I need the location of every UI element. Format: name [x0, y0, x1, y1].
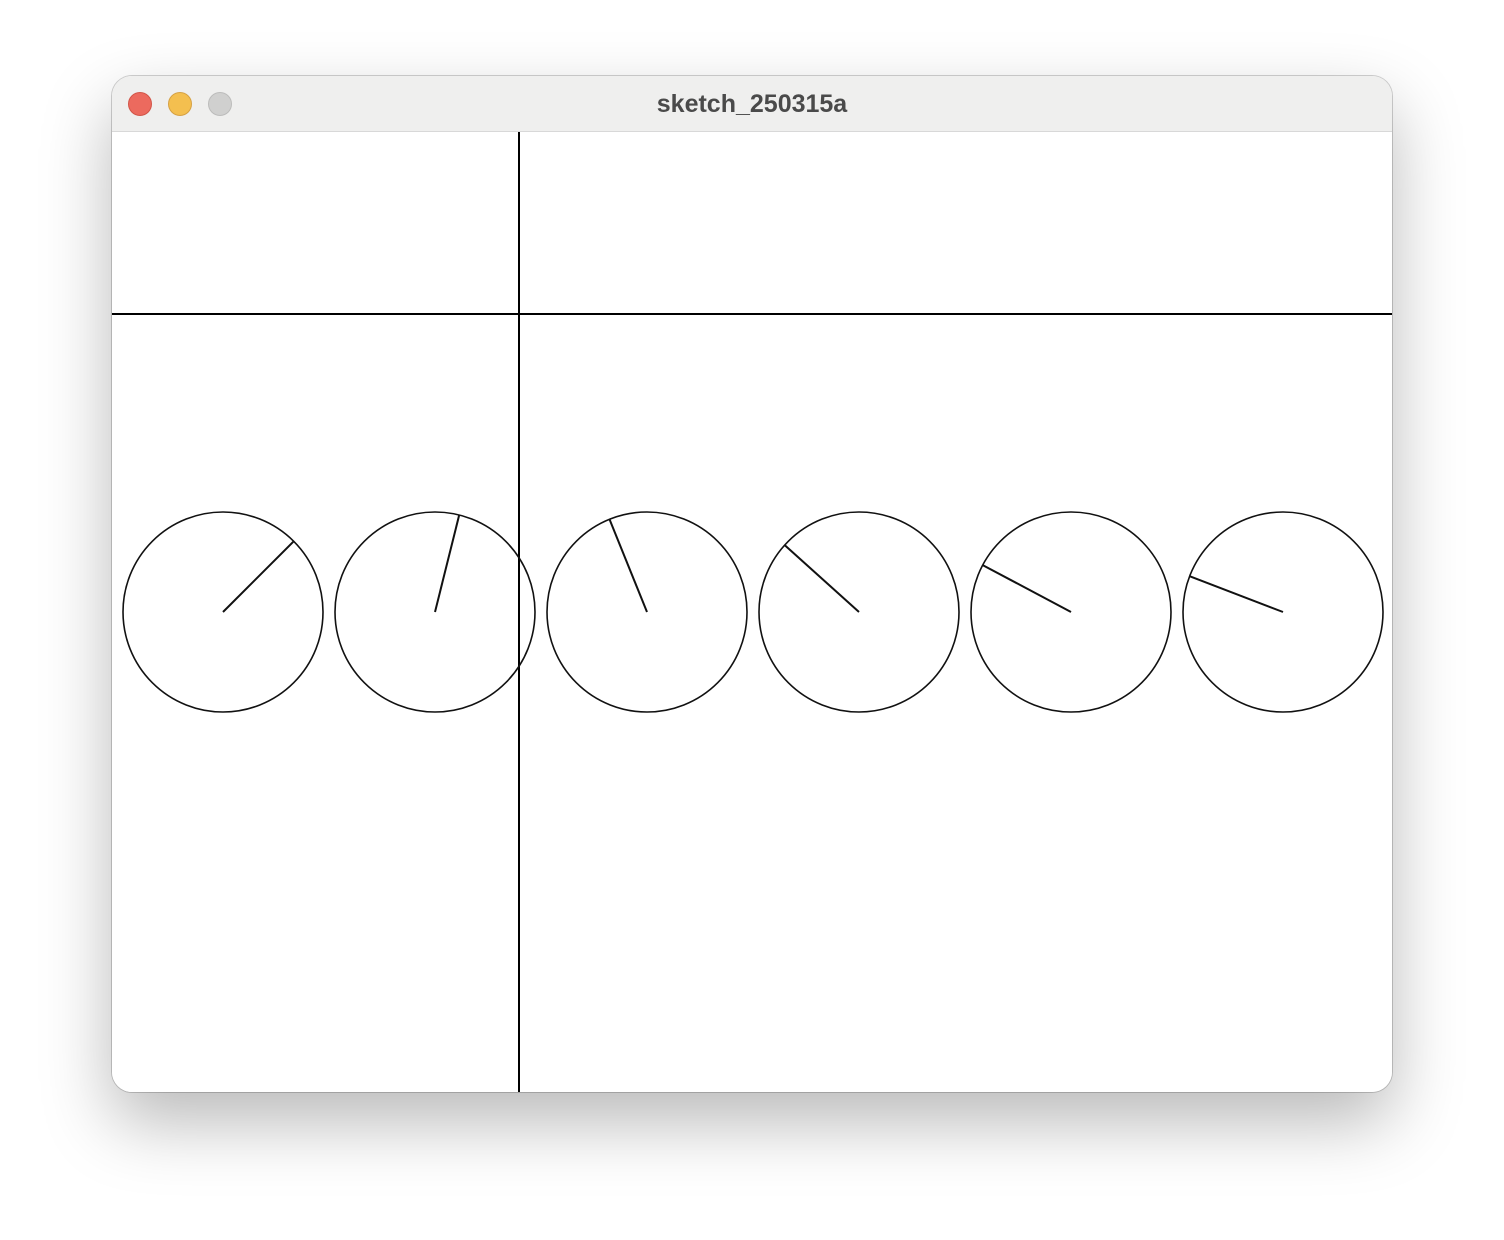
dial-needle	[434, 514, 461, 613]
dial-row	[122, 511, 1384, 713]
dial-circle	[546, 511, 748, 713]
dial	[122, 511, 324, 713]
sketch-canvas[interactable]	[112, 132, 1392, 1092]
window-title: sketch_250315a	[656, 90, 848, 118]
dial	[546, 511, 748, 713]
dial-needle	[608, 518, 648, 613]
close-window-button[interactable]	[128, 92, 152, 116]
dial-circle	[122, 511, 324, 713]
dial-circle	[1182, 511, 1384, 713]
dial	[1182, 511, 1384, 713]
dial-circle	[970, 511, 1172, 713]
sketch-drawing	[112, 132, 1392, 1092]
dial-circle	[758, 511, 960, 713]
dial	[970, 511, 1172, 713]
dial	[334, 511, 536, 713]
zoom-window-button[interactable]	[208, 92, 232, 116]
dial-needle	[222, 540, 295, 613]
dial	[758, 511, 960, 713]
minimize-window-button[interactable]	[168, 92, 192, 116]
dial-needle	[982, 564, 1072, 613]
dial-circle	[334, 511, 536, 713]
title-bar[interactable]: sketch_250315a	[112, 76, 1392, 132]
dial-needle	[784, 544, 860, 613]
sketch-window: sketch_250315a	[112, 76, 1392, 1092]
dial-needle	[1189, 575, 1284, 613]
